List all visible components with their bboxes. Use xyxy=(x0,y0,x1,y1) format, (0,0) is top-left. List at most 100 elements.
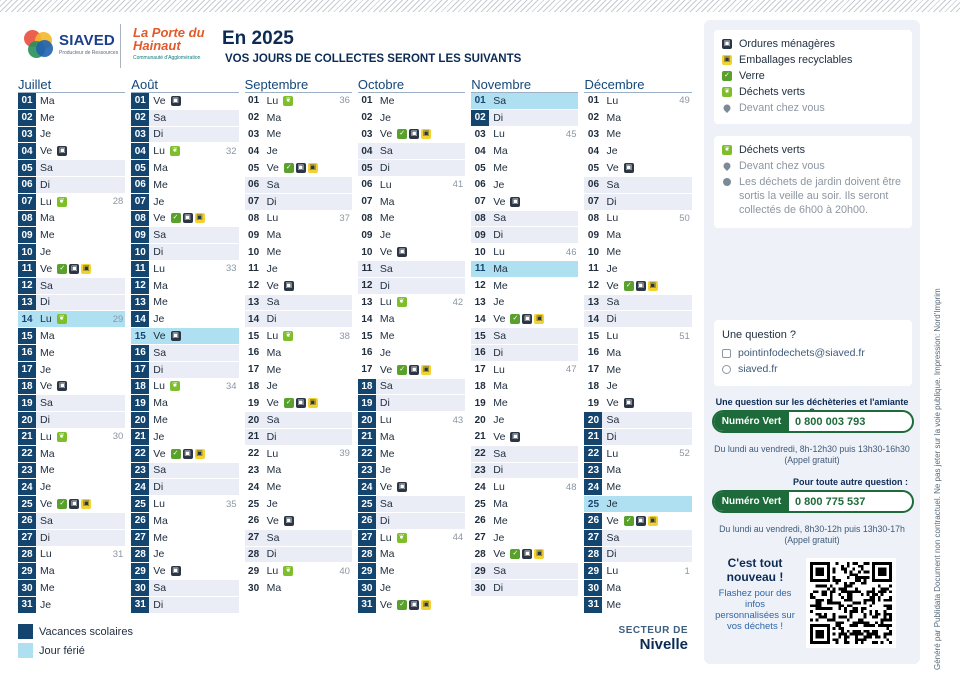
day-name: Je xyxy=(493,531,505,544)
email-link[interactable]: pointinfodechets@siaved.fr xyxy=(722,347,904,359)
day-name: Di xyxy=(266,195,277,208)
day-number: 15 xyxy=(474,330,486,342)
bin-icon: ▣ xyxy=(170,331,181,342)
day-number: 24 xyxy=(248,481,260,493)
qr-module xyxy=(863,607,867,611)
day-row: 26 Ve ▣ xyxy=(244,513,352,530)
qr-module xyxy=(835,638,839,642)
day-row: 17 Lu 47 xyxy=(471,362,579,379)
day-name: Je xyxy=(379,464,391,477)
day-name: Me xyxy=(153,178,168,191)
day-name: Ve xyxy=(379,481,393,494)
qr-module xyxy=(852,562,856,565)
week-number: 49 xyxy=(679,95,690,107)
key-verre: ✓ Verre xyxy=(722,69,904,83)
qr-module xyxy=(846,564,850,568)
day-row: 19 Ve ▣ xyxy=(584,395,692,413)
day-name: Ma xyxy=(606,464,622,477)
qr-module xyxy=(852,590,856,594)
day-number: 22 xyxy=(131,445,150,462)
day-number: 11 xyxy=(361,263,373,275)
day-row: 01 Sa xyxy=(471,93,579,110)
day-row: 12 Di xyxy=(357,277,466,295)
leaf-icon: ❦ xyxy=(56,314,67,325)
day-name: Je xyxy=(40,128,52,141)
bottle-icon: ✓ xyxy=(57,499,68,510)
qr-module xyxy=(843,607,847,611)
numero-vert-1[interactable]: Numéro Vert 0 800 003 793 xyxy=(712,410,914,433)
day-row: 25 Sa xyxy=(357,496,466,513)
day-name: Ve xyxy=(606,162,619,175)
day-number: 15 xyxy=(18,328,36,344)
qr-module xyxy=(880,618,884,622)
week-number: 39 xyxy=(339,448,350,460)
day-number: 25 xyxy=(248,498,260,510)
day-number: 09 xyxy=(474,229,486,241)
day-name: Ve xyxy=(606,279,619,292)
day-name: Di xyxy=(493,346,504,359)
day-row: 11 Je xyxy=(584,261,692,278)
day-row: 07 Ma xyxy=(357,194,466,211)
qr-code[interactable] xyxy=(806,558,896,648)
page-subtitle: VOS JOURS DE COLLECTES SERONT LES SUIVAN… xyxy=(225,53,522,65)
day-name: Me xyxy=(266,128,282,141)
numero-vert-2[interactable]: Numéro Vert 0 800 775 537 xyxy=(712,490,914,513)
qr-module xyxy=(855,562,859,565)
qr-module xyxy=(858,629,861,633)
day-number: 13 xyxy=(474,296,486,308)
day-name: Lu xyxy=(606,94,619,107)
qr-module xyxy=(869,635,873,639)
day-number: 26 xyxy=(248,515,260,527)
bin-icon: ▣ xyxy=(69,263,80,274)
qr-module xyxy=(863,615,867,619)
day-row: 15 Me xyxy=(357,328,466,345)
qr-module xyxy=(815,618,819,622)
recycle-bin-icon: ▣ xyxy=(421,599,432,610)
day-name: Lu xyxy=(40,313,52,326)
qr-module xyxy=(832,612,836,616)
day-number: 14 xyxy=(474,313,486,325)
day-row: 05 Ve ✓ ▣ ▣ xyxy=(244,160,352,177)
day-number: 07 xyxy=(474,196,486,208)
day-number: 18 xyxy=(18,378,36,395)
qr-module xyxy=(824,590,827,594)
day-name: Sa xyxy=(40,514,53,527)
qr-module xyxy=(815,584,819,588)
day-row: 03 Me xyxy=(584,127,692,144)
day-row: 14 Lu ❦ 29 xyxy=(18,311,126,329)
day-number: 26 xyxy=(474,515,486,527)
qr-module xyxy=(815,607,819,611)
bin-icon: ▣ xyxy=(510,431,521,442)
qr-module xyxy=(869,610,873,613)
qr-module xyxy=(866,624,870,628)
site-link[interactable]: siaved.fr xyxy=(722,363,904,375)
day-number: 29 xyxy=(584,563,603,580)
day-row: 25 Lu 35 xyxy=(131,496,239,513)
day-row: 16 Ma xyxy=(244,345,352,362)
tel-2: 0 800 775 537 xyxy=(795,495,866,508)
day-row: 21 Di xyxy=(244,428,352,446)
day-name: Je xyxy=(606,498,618,511)
day-name: Me xyxy=(606,128,622,141)
day-number: 11 xyxy=(588,263,599,275)
qr-module xyxy=(810,604,813,608)
day-name: Di xyxy=(606,430,617,443)
qr-module xyxy=(832,590,836,594)
day-row: 27 Di xyxy=(18,529,126,547)
day-number: 03 xyxy=(131,126,150,143)
qr-module xyxy=(852,610,856,613)
qr-module xyxy=(832,570,836,574)
qr-module xyxy=(880,621,884,625)
day-name: Sa xyxy=(493,330,507,343)
day-number: 16 xyxy=(248,347,260,359)
day-name: Lu xyxy=(266,212,279,225)
qr-module xyxy=(886,598,890,602)
nv-label-1: Numéro Vert xyxy=(714,412,789,431)
day-number: 18 xyxy=(474,380,486,392)
qr-module xyxy=(866,590,870,594)
day-name: Di xyxy=(379,514,390,527)
day-number: 23 xyxy=(474,464,486,476)
collection-icons: ▣ xyxy=(55,381,68,392)
day-number: 06 xyxy=(361,179,373,191)
qr-module xyxy=(866,629,870,633)
